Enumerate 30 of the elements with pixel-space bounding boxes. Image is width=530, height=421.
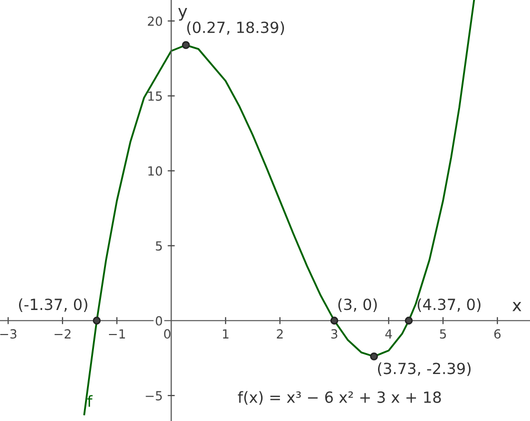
y-tick-label: −5 [146, 391, 162, 400]
y-tick-label: 5 [156, 241, 162, 251]
annotation: (-1.37, 0) [19, 298, 88, 312]
point [92, 316, 101, 325]
y-tick-label: 0 [156, 316, 162, 326]
point [370, 352, 378, 360]
point [330, 316, 338, 325]
y-tick-label: 15 [148, 92, 162, 101]
x-tick-label: −3 [0, 329, 16, 339]
annotation: (3.73, -2.39) [378, 362, 471, 376]
y-tick-label: 20 [148, 16, 162, 26]
x-tick-label: 6 [494, 329, 501, 339]
y-tick-label: 10 [148, 166, 162, 176]
annotation: (0.27, 18.39) [187, 21, 284, 35]
annotation: (3, 0) [338, 298, 377, 312]
x-tick-label: 3 [331, 329, 338, 339]
series-label: f [87, 395, 93, 407]
x-tick-label: 2 [276, 329, 283, 338]
x-axis-title: x [512, 302, 522, 312]
x-tick-label: 0 [164, 329, 170, 339]
x-tick-label: −1 [108, 329, 125, 338]
point [182, 41, 190, 50]
y-axis-title: y [178, 8, 188, 21]
annotation: f(x) = x³ − 6 x² + 3 x + 18 [238, 391, 441, 405]
annotation: (4.37, 0) [418, 298, 480, 312]
x-tick-label: −2 [54, 329, 70, 338]
x-tick-label: 4 [385, 329, 392, 338]
x-tick-label: 5 [440, 329, 446, 339]
x-tick-label: 1 [222, 329, 228, 338]
point [404, 316, 413, 325]
